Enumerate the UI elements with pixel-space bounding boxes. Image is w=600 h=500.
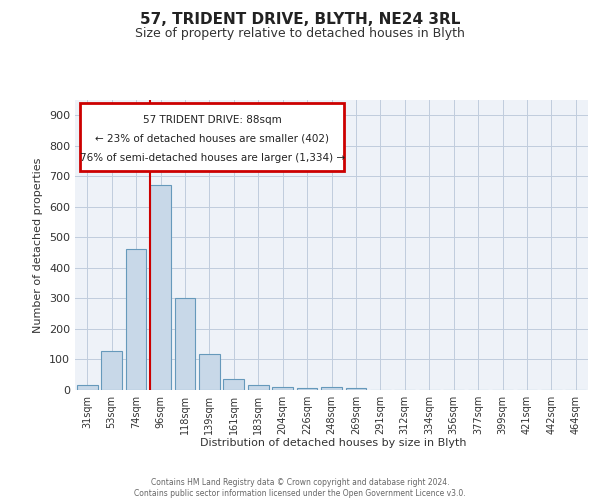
Y-axis label: Number of detached properties: Number of detached properties bbox=[34, 158, 43, 332]
Bar bbox=[321, 387, 342, 390]
Bar bbox=[125, 249, 146, 390]
FancyBboxPatch shape bbox=[80, 103, 344, 171]
Text: 76% of semi-detached houses are larger (1,334) →: 76% of semi-detached houses are larger (… bbox=[80, 154, 345, 164]
Bar bbox=[175, 298, 196, 390]
Text: Size of property relative to detached houses in Blyth: Size of property relative to detached ho… bbox=[135, 28, 465, 40]
Bar bbox=[296, 388, 317, 390]
Bar bbox=[248, 384, 269, 390]
Bar bbox=[346, 388, 367, 390]
Text: Contains HM Land Registry data © Crown copyright and database right 2024.
Contai: Contains HM Land Registry data © Crown c… bbox=[134, 478, 466, 498]
Text: ← 23% of detached houses are smaller (402): ← 23% of detached houses are smaller (40… bbox=[95, 134, 329, 144]
Bar bbox=[223, 380, 244, 390]
Text: Distribution of detached houses by size in Blyth: Distribution of detached houses by size … bbox=[200, 438, 466, 448]
Bar bbox=[272, 387, 293, 390]
Text: 57 TRIDENT DRIVE: 88sqm: 57 TRIDENT DRIVE: 88sqm bbox=[143, 114, 281, 124]
Bar bbox=[101, 351, 122, 390]
Bar bbox=[150, 185, 171, 390]
Bar bbox=[77, 385, 98, 390]
Text: 57, TRIDENT DRIVE, BLYTH, NE24 3RL: 57, TRIDENT DRIVE, BLYTH, NE24 3RL bbox=[140, 12, 460, 28]
Bar bbox=[199, 354, 220, 390]
